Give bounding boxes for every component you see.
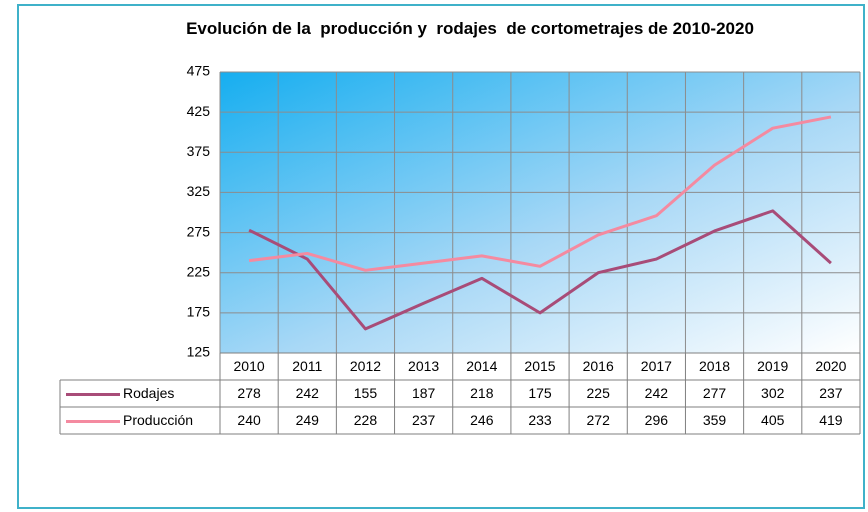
table-value: 405 <box>761 412 785 428</box>
table-value: 155 <box>354 385 378 401</box>
table-value: 237 <box>412 412 436 428</box>
table-value: 175 <box>528 385 552 401</box>
legend-label: Producción <box>123 412 193 428</box>
table-value: 419 <box>819 412 843 428</box>
x-tick-label: 2016 <box>583 358 614 374</box>
table-value: 296 <box>645 412 669 428</box>
plot-area <box>220 72 860 353</box>
x-tick-label: 2010 <box>234 358 265 374</box>
chart-title: Evolución de la producción y rodajes de … <box>186 19 754 38</box>
table-value: 237 <box>819 385 843 401</box>
x-tick-label: 2014 <box>466 358 497 374</box>
y-tick-label: 175 <box>187 304 211 320</box>
table-value: 233 <box>528 412 552 428</box>
table-value: 187 <box>412 385 436 401</box>
x-tick-label: 2020 <box>815 358 846 374</box>
table-value: 218 <box>470 385 494 401</box>
table-value: 277 <box>703 385 727 401</box>
x-tick-label: 2019 <box>757 358 788 374</box>
table-value: 302 <box>761 385 785 401</box>
table-value: 240 <box>237 412 261 428</box>
table-value: 359 <box>703 412 727 428</box>
y-tick-label: 275 <box>187 223 211 239</box>
x-tick-label: 2013 <box>408 358 439 374</box>
y-tick-label: 425 <box>187 103 211 119</box>
x-tick-label: 2015 <box>524 358 555 374</box>
table-value: 242 <box>296 385 320 401</box>
x-tick-label: 2012 <box>350 358 381 374</box>
y-tick-label: 225 <box>187 263 211 279</box>
table-value: 242 <box>645 385 669 401</box>
table-value: 249 <box>296 412 320 428</box>
y-tick-label: 125 <box>187 344 211 360</box>
y-tick-label: 375 <box>187 143 211 159</box>
series-line <box>248 115 832 272</box>
x-tick-label: 2018 <box>699 358 730 374</box>
table-value: 225 <box>587 385 611 401</box>
table-value: 228 <box>354 412 378 428</box>
x-tick-label: 2011 <box>292 358 322 374</box>
x-tick-label: 2017 <box>641 358 672 374</box>
table-value: 278 <box>237 385 261 401</box>
table-value: 246 <box>470 412 494 428</box>
series-line <box>248 209 832 331</box>
y-tick-label: 475 <box>187 63 211 79</box>
table-value: 272 <box>587 412 611 428</box>
y-tick-label: 325 <box>187 183 211 199</box>
legend-label: Rodajes <box>123 385 174 401</box>
